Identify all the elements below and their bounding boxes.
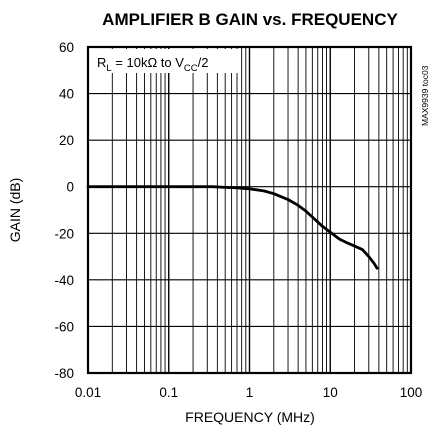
chart-grid xyxy=(88,47,411,373)
test-condition-annotation: RL = 10kΩ to VCC/2 xyxy=(97,55,209,74)
y-tick-label: 0 xyxy=(66,180,74,195)
x-tick-label: 0.01 xyxy=(75,385,101,400)
annotation-box xyxy=(90,49,240,73)
y-tick-label: 40 xyxy=(59,87,74,102)
plot-frame xyxy=(86,45,413,375)
annotation-tail: /2 xyxy=(198,55,209,70)
y-tick-label: 60 xyxy=(59,40,74,55)
document-code: MAX9939 toc03 xyxy=(420,65,430,126)
annotation-middle: = 10kΩ to V xyxy=(112,55,185,70)
y-tick-labels: 60 40 20 0 -20 -40 -60 -80 xyxy=(54,40,74,381)
y-tick-label: -40 xyxy=(54,273,74,288)
annotation-r-subscript: L xyxy=(106,63,111,74)
x-tick-label: 1 xyxy=(246,385,254,400)
x-tick-label: 0.1 xyxy=(159,385,178,400)
chart-title: AMPLIFIER B GAIN vs. FREQUENCY xyxy=(102,10,398,29)
y-tick-label: -20 xyxy=(54,226,74,241)
y-axis-label: GAIN (dB) xyxy=(7,178,23,243)
y-tick-label: -60 xyxy=(54,319,74,334)
x-tick-label: 10 xyxy=(323,385,338,400)
y-tick-label: -80 xyxy=(54,366,74,381)
doc-code-box xyxy=(419,50,432,130)
annotation-r: R xyxy=(97,55,106,70)
x-tick-label: 100 xyxy=(400,385,423,400)
x-axis-label: FREQUENCY (MHz) xyxy=(185,409,315,425)
y-tick-label: 20 xyxy=(59,133,74,148)
gain-curve xyxy=(86,185,379,270)
annotation-v-subscript: CC xyxy=(184,63,198,74)
x-tick-labels: 0.01 0.1 1 10 100 xyxy=(75,385,422,400)
